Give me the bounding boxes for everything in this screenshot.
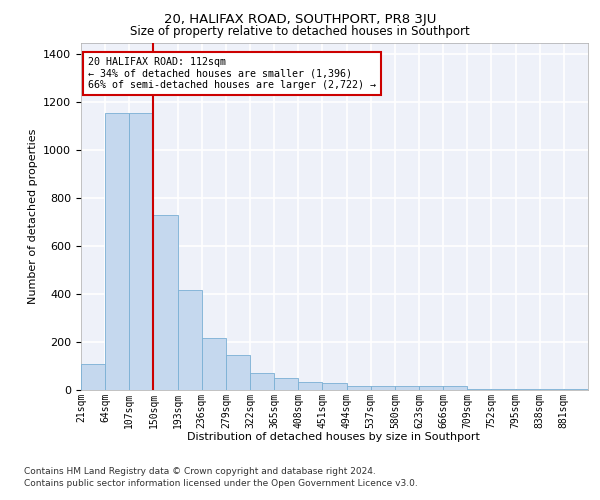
Bar xyxy=(443,386,467,390)
Text: Contains HM Land Registry data © Crown copyright and database right 2024.: Contains HM Land Registry data © Crown c… xyxy=(24,468,376,476)
Text: Distribution of detached houses by size in Southport: Distribution of detached houses by size … xyxy=(187,432,479,442)
Bar xyxy=(467,389,491,390)
Text: Contains public sector information licensed under the Open Government Licence v3: Contains public sector information licen… xyxy=(24,479,418,488)
Bar xyxy=(226,354,250,390)
Y-axis label: Number of detached properties: Number of detached properties xyxy=(28,128,38,304)
Bar xyxy=(540,389,564,390)
Bar xyxy=(178,290,202,390)
Text: 20, HALIFAX ROAD, SOUTHPORT, PR8 3JU: 20, HALIFAX ROAD, SOUTHPORT, PR8 3JU xyxy=(164,12,436,26)
Bar xyxy=(298,382,322,390)
Bar xyxy=(129,113,154,390)
Bar xyxy=(154,215,178,390)
Text: Size of property relative to detached houses in Southport: Size of property relative to detached ho… xyxy=(130,25,470,38)
Bar xyxy=(105,113,129,390)
Bar xyxy=(250,372,274,390)
Bar xyxy=(371,386,395,390)
Bar xyxy=(395,386,419,390)
Bar xyxy=(491,389,515,390)
Bar xyxy=(564,389,588,390)
Bar xyxy=(274,378,298,390)
Bar xyxy=(81,364,105,390)
Text: 20 HALIFAX ROAD: 112sqm
← 34% of detached houses are smaller (1,396)
66% of semi: 20 HALIFAX ROAD: 112sqm ← 34% of detache… xyxy=(88,57,376,90)
Bar xyxy=(202,338,226,390)
Bar xyxy=(419,386,443,390)
Bar xyxy=(322,383,347,390)
Bar xyxy=(515,389,540,390)
Bar xyxy=(347,386,371,390)
